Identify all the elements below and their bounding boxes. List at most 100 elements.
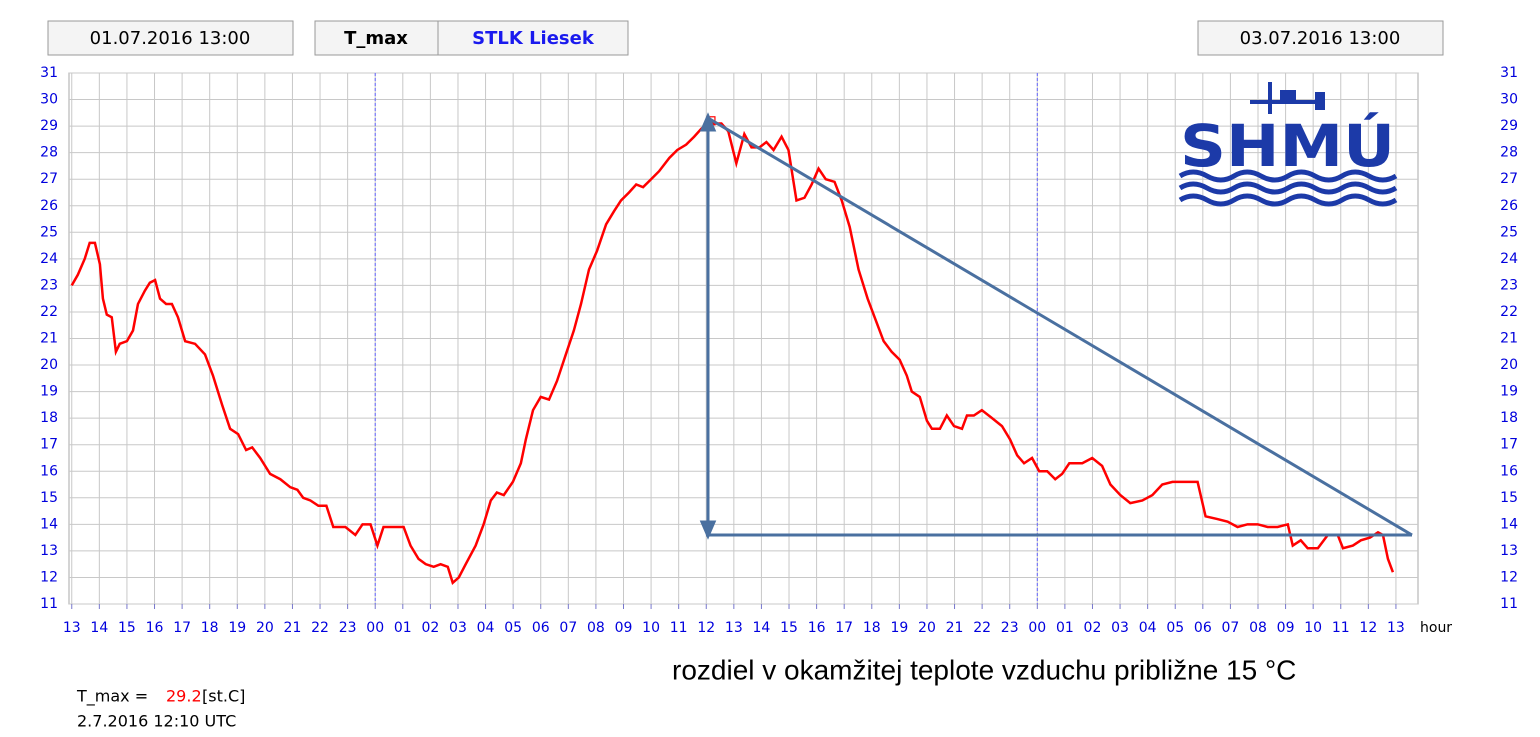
x-tick-label: 23	[1001, 620, 1019, 636]
y-tick-label: 16	[40, 463, 58, 479]
x-tick-label: 03	[449, 620, 467, 636]
y-tick-label: 24	[40, 251, 58, 267]
y2-tick-label: 15	[1500, 490, 1518, 506]
y2-tick-label: 24	[1500, 251, 1518, 267]
station: STLK Liesek	[472, 28, 595, 49]
x-tick-label: 21	[284, 620, 302, 636]
x-tick-label: 03	[1111, 620, 1129, 636]
x-tick-label: 22	[973, 620, 991, 636]
x-tick-label: 01	[394, 620, 412, 636]
x-tick-label: 16	[146, 620, 164, 636]
start-box	[47, 20, 294, 56]
x-tick-label: 14	[753, 620, 771, 636]
hypotenuse	[707, 116, 1413, 537]
footer-label: T_max =	[76, 687, 148, 707]
x-tick-label: 09	[1277, 620, 1295, 636]
y2-tick-label: 22	[1500, 304, 1518, 320]
y2-tick-label: 14	[1500, 516, 1518, 532]
data-line	[70, 119, 1395, 585]
start-time: 01.07.2016 13:00	[90, 28, 251, 49]
y2-tick-label: 28	[1500, 145, 1518, 161]
x-tick-label: 12	[1359, 620, 1377, 636]
x-axis-label: hour	[1420, 620, 1452, 636]
logo-vane-tail	[1315, 92, 1325, 110]
x-tick-label: 19	[228, 620, 246, 636]
footer-unit: [st.C]	[202, 687, 245, 706]
x-tick-label: 05	[504, 620, 522, 636]
y-tick-label: 11	[40, 596, 58, 612]
y-tick-label: 28	[40, 145, 58, 161]
x-tick-label: 20	[918, 620, 936, 636]
y2-tick-label: 21	[1500, 331, 1518, 347]
x-tick-label: 23	[339, 620, 357, 636]
y2-tick-label: 26	[1500, 198, 1518, 214]
x-tick-label: 06	[1194, 620, 1212, 636]
variable-box	[314, 20, 439, 56]
y2-tick-label: 23	[1500, 277, 1518, 293]
y2-tick-label: 13	[1500, 543, 1518, 559]
x-tick-label: 17	[173, 620, 191, 636]
logo-mast	[1268, 82, 1272, 114]
x-tick-label: 05	[1166, 620, 1184, 636]
x-tick-label: 04	[1139, 620, 1157, 636]
logo-text: SHMÚ	[1180, 111, 1395, 180]
x-tick-label: 10	[642, 620, 660, 636]
x-tick-label: 11	[670, 620, 688, 636]
logo: SHMÚ	[1178, 82, 1398, 207]
triangle-annotation	[699, 112, 1413, 540]
y-tick-label: 13	[40, 543, 58, 559]
x-tick-label: 19	[890, 620, 908, 636]
annotation: rozdiel v okamžitej teplote vzduchu prib…	[672, 654, 1296, 685]
end-box	[1197, 20, 1444, 56]
x-tick-label: 13	[1387, 620, 1405, 636]
x-tick-label: 00	[366, 620, 384, 636]
x-tick-label: 07	[1221, 620, 1239, 636]
x-tick-label: 16	[808, 620, 826, 636]
y2-tick-label: 19	[1500, 384, 1518, 400]
y-tick-label: 19	[40, 384, 58, 400]
plot: 11 11 12 12 13 13 14 14 15 15 16 16 17 17 18 18 19 19 20 20…	[40, 65, 1518, 636]
x-tick-label: 10	[1304, 620, 1322, 636]
y-tick-label: 21	[40, 331, 58, 347]
x-tick-label: 00	[1028, 620, 1046, 636]
x-tick-label: 01	[1056, 620, 1074, 636]
y-tick-label: 18	[40, 410, 58, 426]
x-tick-label: 08	[587, 620, 605, 636]
y2-tick-label: 29	[1500, 118, 1518, 134]
x-tick-label: 11	[1332, 620, 1350, 636]
x-tick-label: 20	[256, 620, 274, 636]
x-tick-label: 06	[532, 620, 550, 636]
logo-waves	[1178, 169, 1398, 207]
y2-tick-label: 12	[1500, 569, 1518, 585]
y-tick-label: 12	[40, 569, 58, 585]
x-tick-label: 22	[311, 620, 329, 636]
y-tick-label: 25	[40, 224, 58, 240]
y-tick-label: 23	[40, 277, 58, 293]
y2-tick-label: 17	[1500, 437, 1518, 453]
y-tick-label: 14	[40, 516, 58, 532]
x-tick-label: 12	[697, 620, 715, 636]
x-tick-label: 17	[835, 620, 853, 636]
x-tick-label: 13	[63, 620, 81, 636]
variable: T_max	[344, 28, 408, 49]
y-tick-label: 15	[40, 490, 58, 506]
y-tick-label: 31	[40, 65, 58, 81]
y2-tick-label: 20	[1500, 357, 1518, 373]
x-tick-label: 15	[780, 620, 798, 636]
end-time: 03.07.2016 13:00	[1240, 28, 1401, 49]
logo-vane-box	[1280, 90, 1296, 102]
y2-tick-label: 11	[1500, 596, 1518, 612]
x-tick-label: 21	[946, 620, 964, 636]
y-tick-label: 29	[40, 118, 58, 134]
station-box	[437, 20, 629, 56]
y-tick-label: 30	[40, 92, 58, 108]
x-tick-label: 15	[118, 620, 136, 636]
x-tick-label: 04	[477, 620, 495, 636]
y-tick-label: 17	[40, 437, 58, 453]
y-tick-label: 22	[40, 304, 58, 320]
x-tick-label: 18	[863, 620, 881, 636]
x-tick-label: 08	[1249, 620, 1267, 636]
footer-time: 2.7.2016 12:10 UTC	[77, 712, 236, 731]
y2-tick-label: 30	[1500, 92, 1518, 108]
